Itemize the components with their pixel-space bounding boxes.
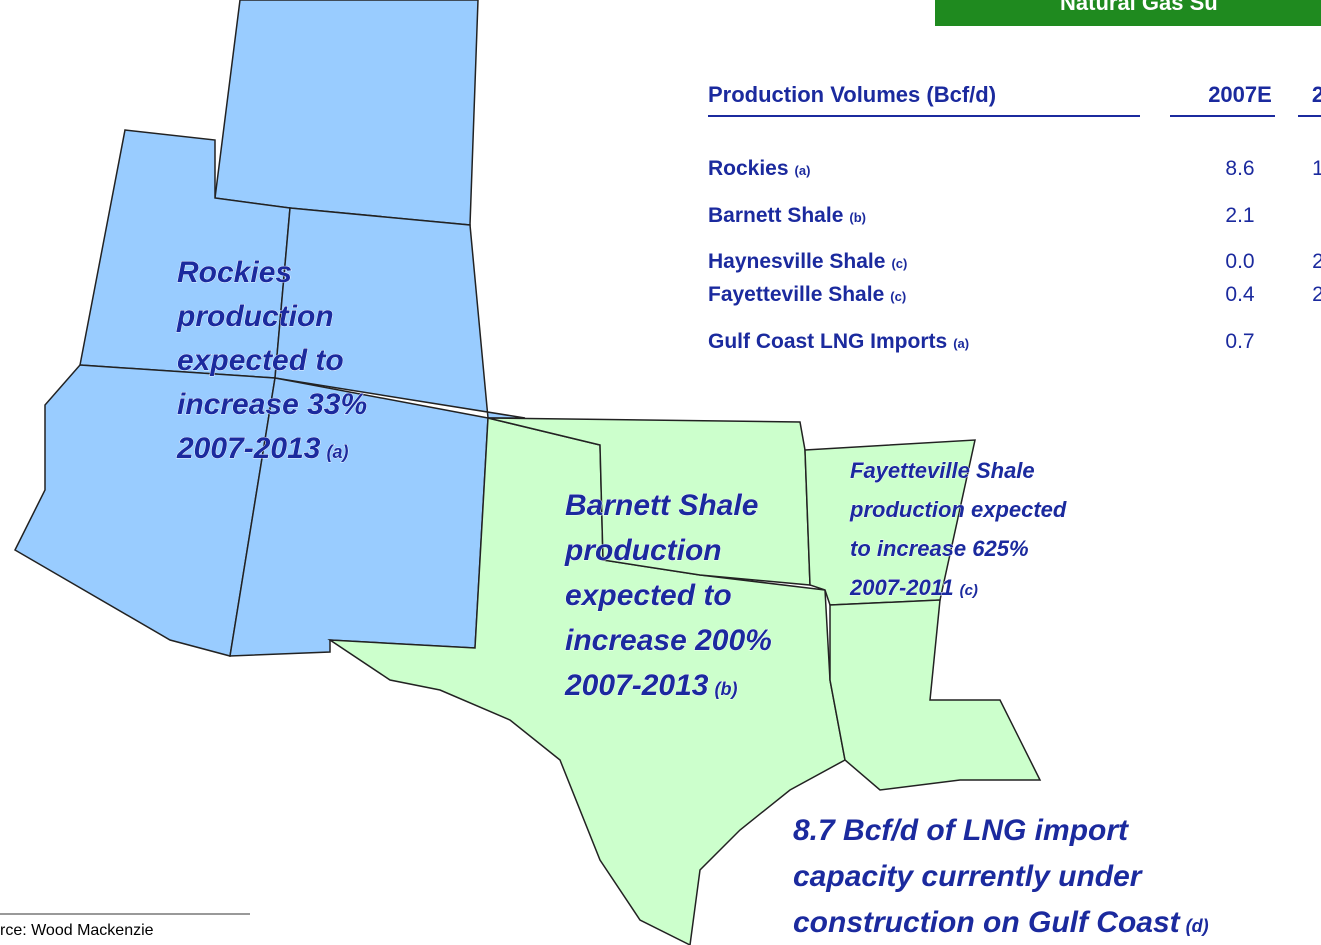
source: rce: Wood Mackenzie <box>0 922 154 939</box>
cell: 8.6 <box>1225 157 1254 180</box>
cell: 2 <box>1312 250 1321 273</box>
cell: 1 <box>1312 157 1321 180</box>
annotation-note: (d) <box>1186 916 1209 936</box>
banner: Natural Gas Su <box>1060 0 1218 15</box>
row-note: (a) <box>953 336 969 351</box>
annotation-line: production <box>564 534 722 567</box>
annotation-text: expected to <box>565 579 732 612</box>
annotation-note: (c) <box>960 582 978 599</box>
annotation-line: increase 33% <box>177 388 367 421</box>
annotation-text: increase 200% <box>565 624 772 657</box>
row-label: Barnett Shale (b) <box>708 204 866 227</box>
annotation-text: increase 33% <box>177 388 367 421</box>
annotation-line: construction on Gulf Coast (d) <box>793 906 1209 939</box>
annotation-line: 8.7 Bcf/d of LNG import <box>793 814 1130 847</box>
annotation-line: Fayetteville Shale <box>850 458 1035 483</box>
annotation-text: Rockies <box>177 256 292 289</box>
row-name: Rockies <box>708 157 789 180</box>
row-label: Haynesville Shale (c) <box>708 250 907 273</box>
column-header: Production Volumes (Bcf/d) <box>708 82 996 107</box>
column-header: 2007E <box>1208 82 1272 107</box>
cell: 0.0 <box>1225 250 1254 273</box>
cell: 2 <box>1312 283 1321 306</box>
cell: 2.1 <box>1225 204 1254 227</box>
annotation-text: production <box>564 534 722 567</box>
annotation-line: increase 200% <box>565 624 772 657</box>
annotations: Rockies production expected to increase 33%… <box>176 256 1209 940</box>
annotation-note: (a) <box>326 442 348 462</box>
annotation-text: Fayetteville Shale <box>850 458 1035 483</box>
annotation-text: construction on Gulf Coast <box>793 906 1182 939</box>
annotation-text: to increase 625% <box>850 536 1029 561</box>
annotation-line: 2007-2013 (a) <box>176 432 348 465</box>
annotation-text: 2007-2011 <box>849 575 954 600</box>
annotation-text: production expected <box>849 497 1067 522</box>
banner-bg <box>935 0 1321 26</box>
table: Production Volumes (Bcf/d) 2007E 2 Rockies (… <box>708 82 1321 353</box>
louisiana <box>829 599 1042 791</box>
annotation-text: 8.7 Bcf/d of LNG import <box>793 814 1130 847</box>
row-name: Fayetteville Shale <box>708 283 884 306</box>
row-note: (a) <box>795 163 811 178</box>
annotation-text: expected to <box>177 344 344 377</box>
annotation-note: (b) <box>714 679 737 699</box>
annotation-text: Barnett Shale <box>565 489 758 522</box>
annotation-line: Barnett Shale <box>565 489 758 522</box>
annotation-text: 2007-2013 <box>176 432 321 465</box>
row-label: Fayetteville Shale (c) <box>708 283 906 306</box>
row-note: (c) <box>891 256 907 271</box>
annotation-line: expected to <box>565 579 732 612</box>
row-note: (c) <box>890 289 906 304</box>
annotation-line: production <box>176 300 334 333</box>
annotation-line: capacity currently under <box>793 860 1144 893</box>
row-label: Rockies (a) <box>708 157 810 180</box>
annotation-line: 2007-2011 (c) <box>849 575 978 600</box>
annotation-line: expected to <box>177 344 344 377</box>
annotation-line: 2007-2013 (b) <box>564 669 737 702</box>
cell: 0.7 <box>1225 330 1254 353</box>
annotation-line: to increase 625% <box>850 536 1029 561</box>
row-name: Gulf Coast LNG Imports <box>708 330 947 353</box>
row-label: Gulf Coast LNG Imports (a) <box>708 330 969 353</box>
row-note: (b) <box>849 210 866 225</box>
map <box>14 0 1042 945</box>
cell: 0.4 <box>1225 283 1255 306</box>
column-header: 2 <box>1312 82 1321 107</box>
row-name: Haynesville Shale <box>708 250 885 273</box>
annotation-line: Rockies <box>177 256 292 289</box>
annotation-text: capacity currently under <box>793 860 1144 893</box>
oklahoma <box>487 417 811 586</box>
wyoming <box>214 0 479 226</box>
annotation-text: 2007-2013 <box>564 669 709 702</box>
annotation-text: production <box>176 300 334 333</box>
row-name: Barnett Shale <box>708 204 843 227</box>
annotation-line: production expected <box>849 497 1067 522</box>
